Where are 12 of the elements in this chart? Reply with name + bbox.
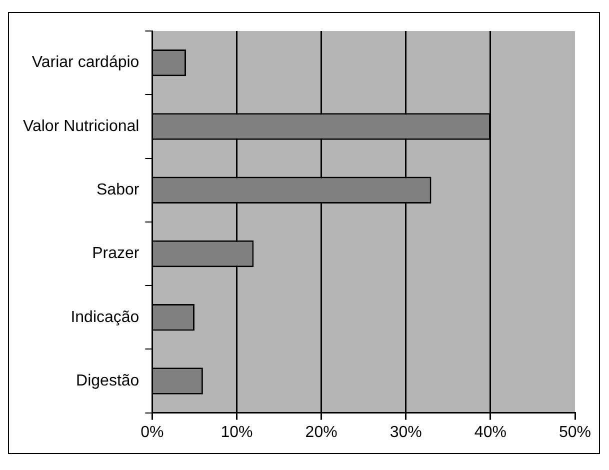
x-tick-label: 30% bbox=[390, 424, 422, 441]
x-tick-label: 50% bbox=[558, 424, 592, 441]
y-tick-label: Indicação bbox=[70, 308, 140, 326]
y-tick-label: Valor Nutricional bbox=[22, 118, 140, 135]
y-tick-label: Variar cardápio bbox=[32, 54, 140, 72]
y-tick-label: Digestão bbox=[76, 372, 140, 390]
x-tick-label: 40% bbox=[474, 424, 506, 441]
y-tick-label: Sabor bbox=[96, 181, 140, 198]
x-tick-label: 20% bbox=[305, 424, 338, 441]
y-tick-label: Prazer bbox=[92, 245, 140, 262]
x-tick-label: 0% bbox=[140, 424, 164, 441]
x-tick-label: 10% bbox=[220, 424, 253, 441]
